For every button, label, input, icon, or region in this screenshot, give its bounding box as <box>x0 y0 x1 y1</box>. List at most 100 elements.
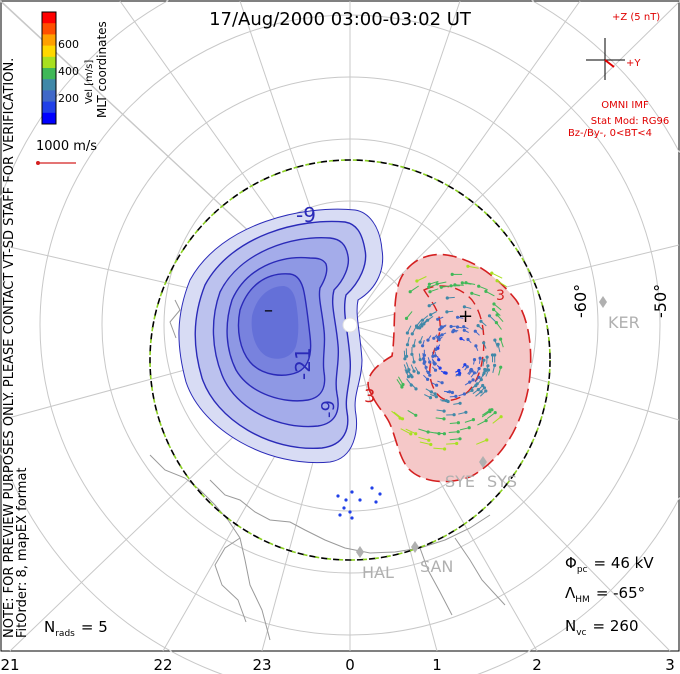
imf-clock <box>586 38 625 80</box>
imf-source: OMNI IMF <box>601 100 649 111</box>
velocity-vector <box>480 320 487 327</box>
velocity-vector <box>437 334 442 338</box>
colorbar-segment <box>42 23 56 35</box>
vector-origin <box>370 486 374 490</box>
mlt-axis: 21 22 23 0 1 2 3 <box>0 656 674 674</box>
velocity-vector <box>406 378 412 386</box>
scale-vector-origin <box>36 161 40 165</box>
velocity-vector <box>405 428 416 435</box>
colorbar-segment <box>42 12 56 24</box>
colorbar-segment <box>42 68 56 80</box>
velocity-vector <box>436 409 445 412</box>
velocity-vector <box>455 372 460 376</box>
velocity-vector <box>471 292 481 297</box>
velocity-vector <box>437 281 447 285</box>
velocity-vector <box>483 342 487 349</box>
velocity-vector <box>439 399 447 402</box>
velocity-vector <box>446 443 457 445</box>
velocity-vector <box>478 387 485 394</box>
velocity-vector <box>492 365 496 374</box>
velocity-vector <box>429 280 439 285</box>
velocity-vector <box>404 369 409 377</box>
velocity-vector <box>418 428 429 433</box>
velocity-vector <box>496 314 504 323</box>
preview-note: NOTE: FOR PREVIEW PURPOSES ONLY. PLEASE … <box>2 58 17 638</box>
positive-potential-cell <box>367 253 532 483</box>
potential-min-mark: – <box>264 300 273 321</box>
velocity-vector <box>472 383 478 389</box>
velocity-vector <box>453 402 461 405</box>
velocity-vector <box>459 427 470 431</box>
velocity-vector <box>438 336 443 341</box>
potential-max-mark: + <box>458 306 473 327</box>
velocity-vector <box>489 315 496 322</box>
colorbar-label: Vel [m/s] <box>84 60 95 104</box>
velocity-vector <box>463 326 469 330</box>
velocity-vector <box>478 285 488 291</box>
velocity-vector <box>413 338 416 347</box>
velocity-vector <box>440 370 445 374</box>
velocity-vector <box>427 357 431 363</box>
velocity-vector <box>464 419 474 423</box>
imf-y-label: +Y <box>626 58 641 69</box>
velocity-vector <box>437 316 444 320</box>
velocity-vector <box>449 422 459 424</box>
contour-label-neg2: -21 <box>291 347 315 380</box>
map-title: 17/Aug/2000 03:00-03:02 UT <box>209 9 472 30</box>
velocity-vector <box>429 390 436 395</box>
velocity-vector <box>455 374 460 377</box>
velocity-vector <box>412 355 415 363</box>
velocity-vector <box>476 368 480 374</box>
velocity-vector <box>419 441 431 445</box>
velocity-vector <box>457 326 463 329</box>
velocity-vector <box>462 364 466 369</box>
velocity-vector <box>470 372 475 378</box>
velocity-vector <box>446 310 454 313</box>
velocity-vector <box>460 338 465 342</box>
velocity-vector <box>397 376 404 385</box>
mlt-tick-23: 23 <box>252 656 271 674</box>
velocity-vector <box>477 325 484 331</box>
velocity-vector <box>424 367 429 373</box>
velocity-vector <box>418 436 429 441</box>
imf-conditions: Bz-/By-, 0<BT<4 <box>568 128 652 139</box>
velocity-vector <box>396 379 403 388</box>
stat-phi: Φpc = 46 kV <box>565 554 654 575</box>
velocity-vector <box>498 367 502 376</box>
velocity-vector <box>439 326 445 330</box>
mlt-tick-3: 3 <box>665 656 675 674</box>
velocity-vector <box>447 296 455 299</box>
colorbar-segment <box>42 79 56 91</box>
colorbar-tick-200: 200 <box>58 92 79 105</box>
velocity-vector <box>473 359 475 365</box>
colorbar-segment <box>42 56 56 69</box>
colorbar-segment <box>42 34 56 47</box>
velocity-vector <box>409 285 419 293</box>
colorbar-segment <box>42 101 56 114</box>
velocity-vector <box>449 395 456 398</box>
velocity-vector <box>436 365 441 369</box>
pole-marker <box>342 317 358 333</box>
velocity-colorbar <box>42 12 56 125</box>
velocity-vector <box>441 285 450 288</box>
colorbar-frame <box>41 11 57 125</box>
velocity-vector <box>429 288 439 293</box>
scale-label: 1000 m/s <box>36 139 97 154</box>
station-markers <box>356 296 607 558</box>
velocity-vector <box>467 369 472 374</box>
velocity-vector <box>418 353 421 360</box>
vector-origin <box>358 498 362 502</box>
velocity-vector <box>448 431 459 433</box>
velocity-vector <box>416 276 427 282</box>
station-san: SAN <box>420 557 453 576</box>
velocity-vector <box>455 370 459 373</box>
velocity-vector <box>435 417 445 420</box>
velocity-vector <box>476 439 487 445</box>
velocity-vector <box>474 376 480 383</box>
velocity-vector <box>430 393 437 398</box>
velocity-vector <box>422 357 425 364</box>
stat-nrads: Nrads = 5 <box>44 618 108 639</box>
svg-text:Φpc= 46 kV: Φpc = 46 kV <box>565 554 654 575</box>
vector-origin <box>336 494 340 498</box>
